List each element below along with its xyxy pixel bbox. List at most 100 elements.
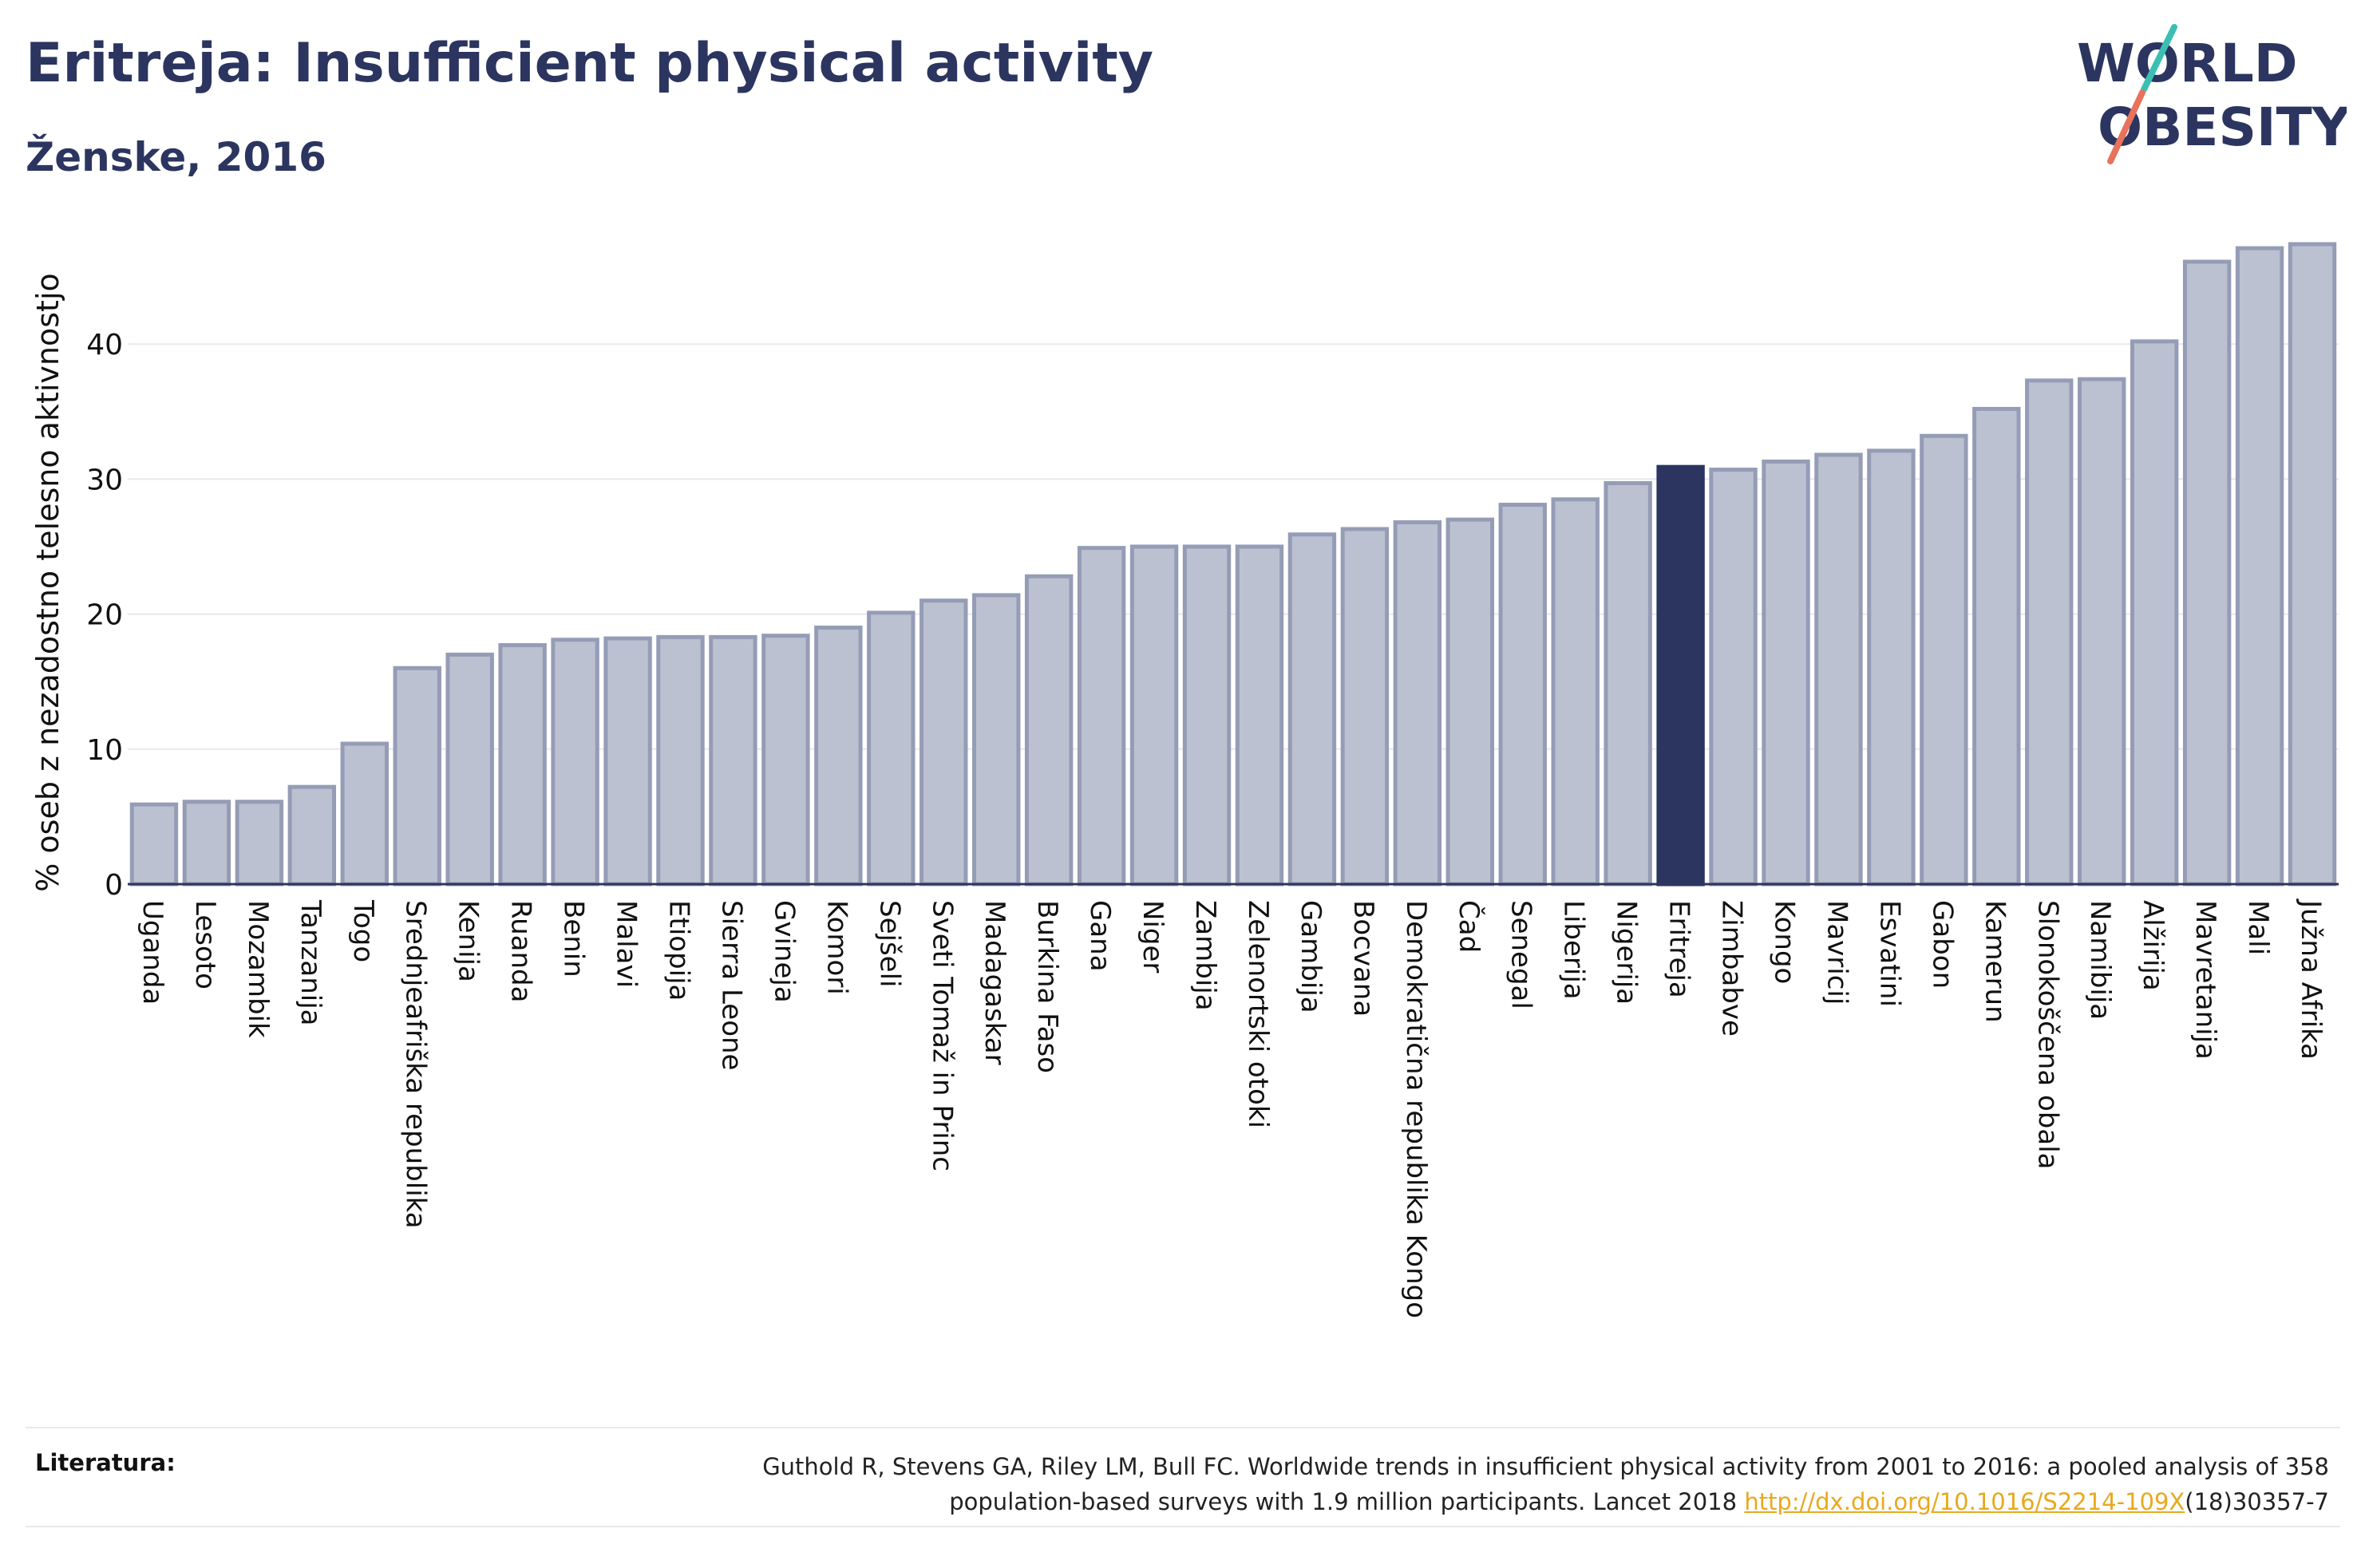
x-tick-label: Nigerija xyxy=(1611,900,1643,1005)
bar-26 xyxy=(1445,517,1494,887)
x-tick-label: Malavi xyxy=(611,900,643,988)
reference-line-3: (18)30357-7 xyxy=(2185,1488,2329,1515)
x-tick-label: Tanzanija xyxy=(295,899,326,1025)
reference-line-2: population-based surveys with 1.9 millio… xyxy=(949,1488,1745,1515)
chart-title: Eritreja: Insufficient physical activity xyxy=(26,32,1154,95)
bar-1 xyxy=(129,802,179,887)
bar-20 xyxy=(1129,544,1179,887)
bar-19 xyxy=(1077,546,1126,887)
bar-9 xyxy=(551,638,599,887)
x-tick-label: Sveti Tomaž in Princ xyxy=(926,900,958,1171)
x-tick-label: Gabon xyxy=(1926,900,1958,989)
x-tick-label: Benin xyxy=(558,900,590,978)
bar-36 xyxy=(1972,406,2021,887)
x-tick-label: Togo xyxy=(347,899,379,962)
x-tick-label: Demokratična republika Kongo xyxy=(1400,900,1432,1318)
bar-7 xyxy=(445,652,494,887)
x-tick-label: Čad xyxy=(1453,900,1485,953)
x-tick-label: Kenija xyxy=(453,900,484,982)
logo-slash-teal xyxy=(2141,24,2177,93)
bar-23 xyxy=(1287,532,1337,887)
bar-24 xyxy=(1340,527,1390,887)
bar-31 xyxy=(1709,468,1758,887)
bar-41 xyxy=(2235,246,2284,887)
y-tick-layer: 0 10 20 30 40 xyxy=(86,329,123,902)
y-tick-label: 30 xyxy=(86,464,123,496)
bar-27 xyxy=(1498,503,1547,887)
bar-38 xyxy=(2078,377,2126,887)
x-tick-label: Niger xyxy=(1137,900,1169,973)
bar-33 xyxy=(1814,452,1863,887)
y-tick-label: 0 xyxy=(105,869,123,902)
bar-21 xyxy=(1182,544,1232,887)
x-tick-label: Srednjeafriška republika xyxy=(400,900,432,1229)
bar-16 xyxy=(919,598,968,887)
x-tick-label: Kamerun xyxy=(1979,900,2011,1023)
reference-label: Literatura: xyxy=(35,1449,176,1476)
grid-layer xyxy=(128,343,2339,750)
bar-8 xyxy=(498,643,547,887)
bar-4 xyxy=(287,784,337,887)
x-tick-label: Sejšeli xyxy=(873,900,905,987)
bar-11 xyxy=(656,634,705,887)
x-tick-label: Mozambik xyxy=(242,900,274,1038)
x-tick-label: Lesoto xyxy=(189,900,221,989)
x-tick-label: Madagaskar xyxy=(979,900,1010,1065)
bar-25 xyxy=(1393,520,1442,887)
x-tick-label: Alžirija xyxy=(2137,900,2169,991)
bar-chart: 0 10 20 30 40 Uganda Lesoto Mozambik Tanzanija T… xyxy=(86,242,2339,1318)
logo-slash-coral xyxy=(2107,89,2145,164)
bar-layer xyxy=(129,242,2337,887)
bar-10 xyxy=(603,636,652,887)
reference-doi-link[interactable]: http://dx.doi.org/10.1016/S2214-109X xyxy=(1744,1488,2185,1515)
x-tick-label: Bocvana xyxy=(1347,900,1379,1017)
bar-12 xyxy=(709,634,757,887)
bar-5 xyxy=(340,741,389,887)
x-tick-label: Uganda xyxy=(136,900,168,1005)
x-tick-label: Zambija xyxy=(1189,900,1221,1011)
x-tick-label: Južna Afrika xyxy=(2295,899,2327,1060)
x-tick-label: Mavricij xyxy=(1821,900,1853,1005)
x-tick-label: Slonokoščena obala xyxy=(2031,900,2063,1169)
x-tick-label: Burkina Faso xyxy=(1031,900,1063,1073)
x-tick-label: Gambija xyxy=(1295,900,1327,1013)
bar-37 xyxy=(2025,378,2074,887)
bar-3 xyxy=(235,800,284,887)
bar-14 xyxy=(814,626,863,887)
x-tick-label: Ruanda xyxy=(505,900,537,1002)
x-tick-label: Senegal xyxy=(1505,900,1537,1009)
bar-30 xyxy=(1656,464,1705,887)
reference-line-1: Guthold R, Stevens GA, Riley LM, Bull FC… xyxy=(762,1453,2329,1480)
x-tick-label: Mavretanija xyxy=(2189,900,2221,1060)
x-tick-label: Esvatini xyxy=(1873,900,1905,1007)
x-tick-label: Kongo xyxy=(1769,900,1801,984)
world-obesity-logo: WORLD OBESITY xyxy=(2077,24,2347,164)
y-tick-label: 20 xyxy=(86,599,123,632)
bar-2 xyxy=(182,800,231,887)
bar-13 xyxy=(761,634,810,887)
x-tick-label: Gana xyxy=(1084,900,1116,972)
x-tick-label: Gvineja xyxy=(768,900,800,1003)
bar-39 xyxy=(2130,339,2179,887)
footer-divider-bottom xyxy=(26,1526,2340,1527)
x-tick-label: Komori xyxy=(821,900,852,995)
x-tick-label: Mali xyxy=(2242,900,2274,955)
x-tick-label: Zimbabve xyxy=(1716,900,1748,1037)
logo-line1: WORLD xyxy=(2077,33,2298,94)
bar-34 xyxy=(1867,448,1916,887)
bar-18 xyxy=(1024,574,1074,887)
y-tick-label: 10 xyxy=(86,734,123,767)
bar-40 xyxy=(2182,259,2232,887)
chart-subtitle: Ženske, 2016 xyxy=(26,134,326,180)
bar-32 xyxy=(1762,459,1810,887)
x-tick-layer: Uganda Lesoto Mozambik Tanzanija Togo Srednje… xyxy=(136,899,2327,1318)
x-tick-label: Eritreja xyxy=(1663,900,1695,998)
x-tick-label: Etiopija xyxy=(663,900,695,1001)
x-tick-label: Liberija xyxy=(1558,900,1590,1000)
bar-29 xyxy=(1604,480,1652,887)
bar-28 xyxy=(1551,497,1600,887)
bar-22 xyxy=(1235,544,1284,887)
bar-35 xyxy=(1920,433,1968,887)
bar-17 xyxy=(972,593,1021,887)
footer-divider-top xyxy=(26,1427,2340,1428)
